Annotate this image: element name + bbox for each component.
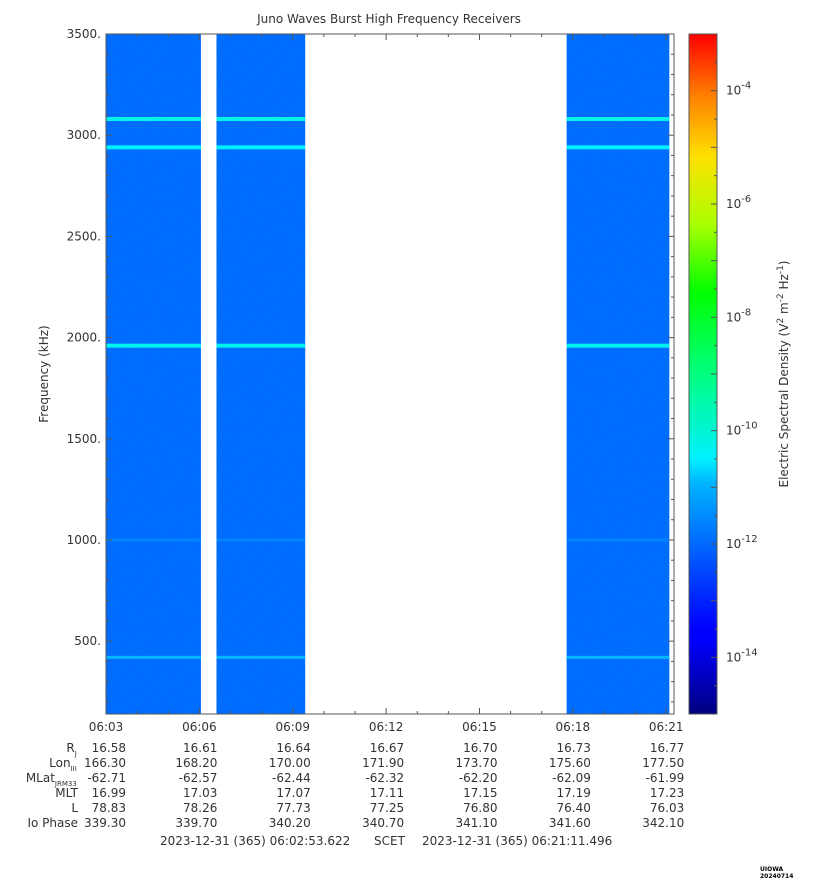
ephemeris-value: 17.03 xyxy=(183,786,217,800)
ephemeris-value: 168.20 xyxy=(175,756,217,770)
ephemeris-value: 339.70 xyxy=(175,816,217,830)
ephemeris-row-label: Io Phase xyxy=(27,816,78,830)
ephemeris-value: 342.10 xyxy=(642,816,684,830)
ephemeris-value: -61.99 xyxy=(646,771,685,785)
ephemeris-value: 78.83 xyxy=(92,801,126,815)
emission-line-0-4 xyxy=(106,538,201,542)
ephemeris-value: 16.73 xyxy=(556,741,590,755)
colorbar-tick-label: 10-6 xyxy=(726,194,751,211)
colorbar-tick-label: 10-4 xyxy=(726,81,751,98)
y-tick-label: 1500. xyxy=(67,432,101,446)
y-tick-label: 2000. xyxy=(67,331,101,345)
ephemeris-value: 166.30 xyxy=(84,756,126,770)
ephemeris-value: 17.19 xyxy=(556,786,590,800)
ephemeris-value: 340.20 xyxy=(269,816,311,830)
chart-title: Juno Waves Burst High Frequency Receiver… xyxy=(257,12,521,26)
emission-line-0-0 xyxy=(106,117,201,121)
ephemeris-value: 175.60 xyxy=(549,756,591,770)
ephemeris-table: RJ 16.58 16.61 16.64 16.67 16.70 16.73 16.77 Lo… xyxy=(26,741,684,830)
colorbar-label: Electric Spectral Density (V2 m-2 Hz-1) xyxy=(776,260,791,487)
ephemeris-row-label: MLT xyxy=(55,786,78,800)
ephemeris-value: 17.07 xyxy=(276,786,310,800)
ephemeris-value: 17.23 xyxy=(650,786,684,800)
colorbar-tick-label: 10-14 xyxy=(726,647,758,664)
ephemeris-value: -62.71 xyxy=(87,771,126,785)
ephemeris-value: 339.30 xyxy=(84,816,126,830)
emission-line-0-2 xyxy=(106,343,201,348)
ephemeris-value: 77.25 xyxy=(370,801,404,815)
emission-line-1-3 xyxy=(216,655,306,659)
emission-line-2-2 xyxy=(566,343,670,348)
ephemeris-value: 177.50 xyxy=(642,756,684,770)
ephemeris-value: 16.64 xyxy=(276,741,310,755)
spectrogram-data xyxy=(106,34,670,714)
ephemeris-value: 341.60 xyxy=(549,816,591,830)
y-axis-label: Frequency (kHz) xyxy=(37,325,51,422)
ephemeris-value: 77.73 xyxy=(276,801,310,815)
emission-line-0-3 xyxy=(106,655,201,659)
ephemeris-value: 16.67 xyxy=(370,741,404,755)
ephemeris-value: 76.40 xyxy=(556,801,590,815)
data-block-noise-1 xyxy=(216,34,306,714)
y-tick-label: 3000. xyxy=(67,128,101,142)
emission-line-2-0 xyxy=(566,117,670,121)
start-time: 2023-12-31 (365) 06:02:53.622 xyxy=(160,834,351,848)
ephemeris-value: 16.70 xyxy=(463,741,497,755)
ephemeris-value: 341.10 xyxy=(455,816,497,830)
ephemeris-value: 16.61 xyxy=(183,741,217,755)
colorbar-tick-label: 10-10 xyxy=(726,421,758,438)
x-tick-label: 06:12 xyxy=(369,720,404,734)
colorbar-tick-label: 10-8 xyxy=(726,307,751,324)
x-tick-label: 06:21 xyxy=(649,720,684,734)
data-block-noise-0 xyxy=(106,34,201,714)
emission-line-1-0 xyxy=(216,117,306,121)
plot-axes: 500. 1000. 1500. 2000. 2500. 3000. 3500. 06:03 0… xyxy=(37,27,684,734)
colorbar-tick-label: 10-12 xyxy=(726,534,758,551)
ephemeris-value: 16.58 xyxy=(92,741,126,755)
ephemeris-row-label: L xyxy=(71,801,78,815)
x-tick-label: 06:18 xyxy=(556,720,591,734)
ephemeris-value: -62.20 xyxy=(459,771,498,785)
y-tick-label: 1000. xyxy=(67,533,101,547)
y-tick-label: 2500. xyxy=(67,229,101,243)
colorbar: 10-14 10-12 10-10 10-8 10-6 10-4 Electric Spec… xyxy=(688,33,791,715)
ephemeris-value: 16.77 xyxy=(650,741,684,755)
x-tick-label: 06:09 xyxy=(275,720,310,734)
x-tick-label: 06:03 xyxy=(89,720,124,734)
ephemeris-value: 76.03 xyxy=(650,801,684,815)
plot-frame xyxy=(105,33,675,715)
ephemeris-row-label: RJ xyxy=(66,741,78,758)
data-block-noise-2 xyxy=(566,34,670,714)
uiowa-stamp: UIOWA 20240714 xyxy=(760,866,794,880)
ephemeris-row-label: LonIII xyxy=(49,756,78,773)
ephemeris-value: 170.00 xyxy=(269,756,311,770)
x-tick-label: 06:06 xyxy=(182,720,217,734)
x-tick-label: 06:15 xyxy=(462,720,497,734)
emission-line-2-1 xyxy=(566,145,670,150)
emission-line-1-2 xyxy=(216,343,306,348)
ephemeris-value: 17.15 xyxy=(463,786,497,800)
ephemeris-value: 78.26 xyxy=(183,801,217,815)
ephemeris-value: -62.32 xyxy=(365,771,404,785)
ephemeris-value: 76.80 xyxy=(463,801,497,815)
ephemeris-value: -62.44 xyxy=(272,771,311,785)
ephemeris-row-label: MLatJRM33 xyxy=(26,771,78,788)
end-time: 2023-12-31 (365) 06:21:11.496 xyxy=(422,834,613,848)
emission-line-2-3 xyxy=(566,655,670,659)
emission-line-2-4 xyxy=(566,538,670,542)
ephemeris-value: 16.99 xyxy=(92,786,126,800)
y-tick-label: 500. xyxy=(74,634,101,648)
emission-line-1-4 xyxy=(216,538,306,542)
ephemeris-value: 17.11 xyxy=(370,786,404,800)
scet-label: SCET xyxy=(374,834,405,848)
ephemeris-value: -62.09 xyxy=(552,771,591,785)
ephemeris-value: -62.57 xyxy=(179,771,218,785)
ephemeris-value: 340.70 xyxy=(362,816,404,830)
ephemeris-value: 173.70 xyxy=(455,756,497,770)
emission-line-0-1 xyxy=(106,145,201,150)
y-tick-label: 3500. xyxy=(67,27,101,41)
ephemeris-value: 171.90 xyxy=(362,756,404,770)
emission-line-1-1 xyxy=(216,145,306,150)
